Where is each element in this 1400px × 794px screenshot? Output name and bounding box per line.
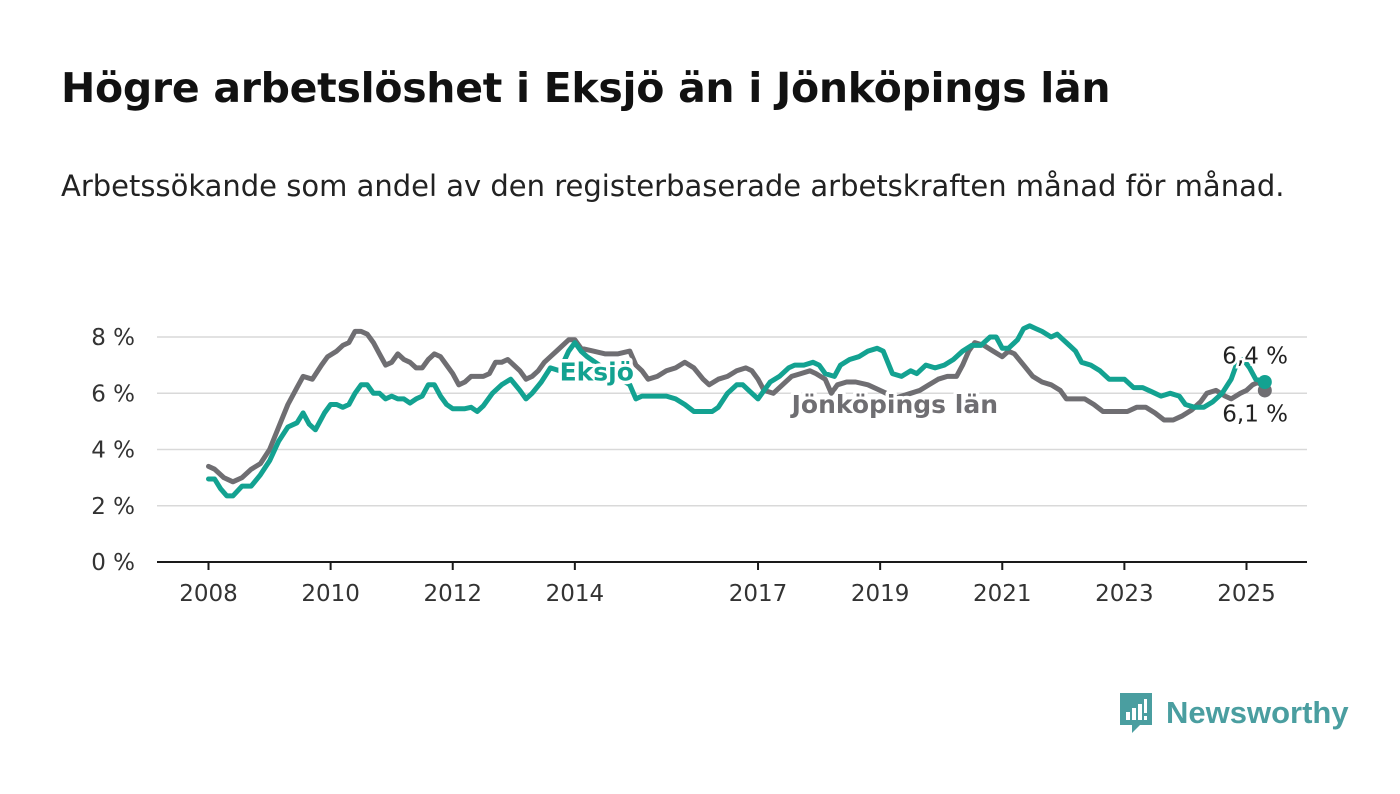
chart-subtitle: Arbetssökande som andel av den registerb…: [61, 169, 1285, 203]
y-tick-label: 0 %: [91, 550, 135, 576]
end-label-jonkopings-lan: 6,1 %: [1222, 401, 1288, 427]
end-point-eksj-: [1257, 375, 1272, 389]
y-axis-labels: 0 % 2 % 4 % 6 % 8 %: [91, 325, 135, 576]
series-lines: [206, 323, 1272, 499]
x-tick-label: 2021: [973, 581, 1032, 607]
x-tick-label: 2008: [179, 581, 238, 607]
y-tick-label: 8 %: [91, 325, 135, 351]
y-tick-label: 4 %: [91, 438, 135, 464]
x-tick-label: 2012: [423, 581, 482, 607]
y-tick-label: 6 %: [91, 381, 135, 407]
series-label-jonkopings-lan: Jönköpings län: [790, 390, 998, 419]
series-line-j-nk-pings-l-n: [206, 328, 1268, 485]
newsworthy-logo-icon: [1120, 693, 1152, 733]
end-label-eksjo: 6,4 %: [1222, 344, 1288, 370]
y-tick-label: 2 %: [91, 494, 135, 520]
grid-lines: [157, 336, 1307, 563]
newsworthy-logo: Newsworthy: [1118, 690, 1349, 736]
x-tick-label: 2014: [546, 581, 605, 607]
x-tick-label: 2010: [301, 581, 360, 607]
x-tick-label: 2023: [1095, 581, 1154, 607]
series-line-eksj-: [206, 323, 1268, 499]
x-tick-label: 2025: [1217, 581, 1276, 607]
series-label-eksjo: Eksjö: [560, 358, 634, 387]
x-axis-labels: 2008 2010 2012 2014 2017 2019 2021 2023 2025: [179, 562, 1276, 607]
brand-name: Newsworthy: [1166, 695, 1349, 730]
series-labels: Eksjö Jönköpings län 6,4 % 6,1 %: [556, 341, 1290, 430]
x-tick-label: 2017: [729, 581, 788, 607]
page-title: Högre arbetslöshet i Eksjö än i Jönköpin…: [61, 64, 1111, 112]
x-tick-label: 2019: [851, 581, 910, 607]
